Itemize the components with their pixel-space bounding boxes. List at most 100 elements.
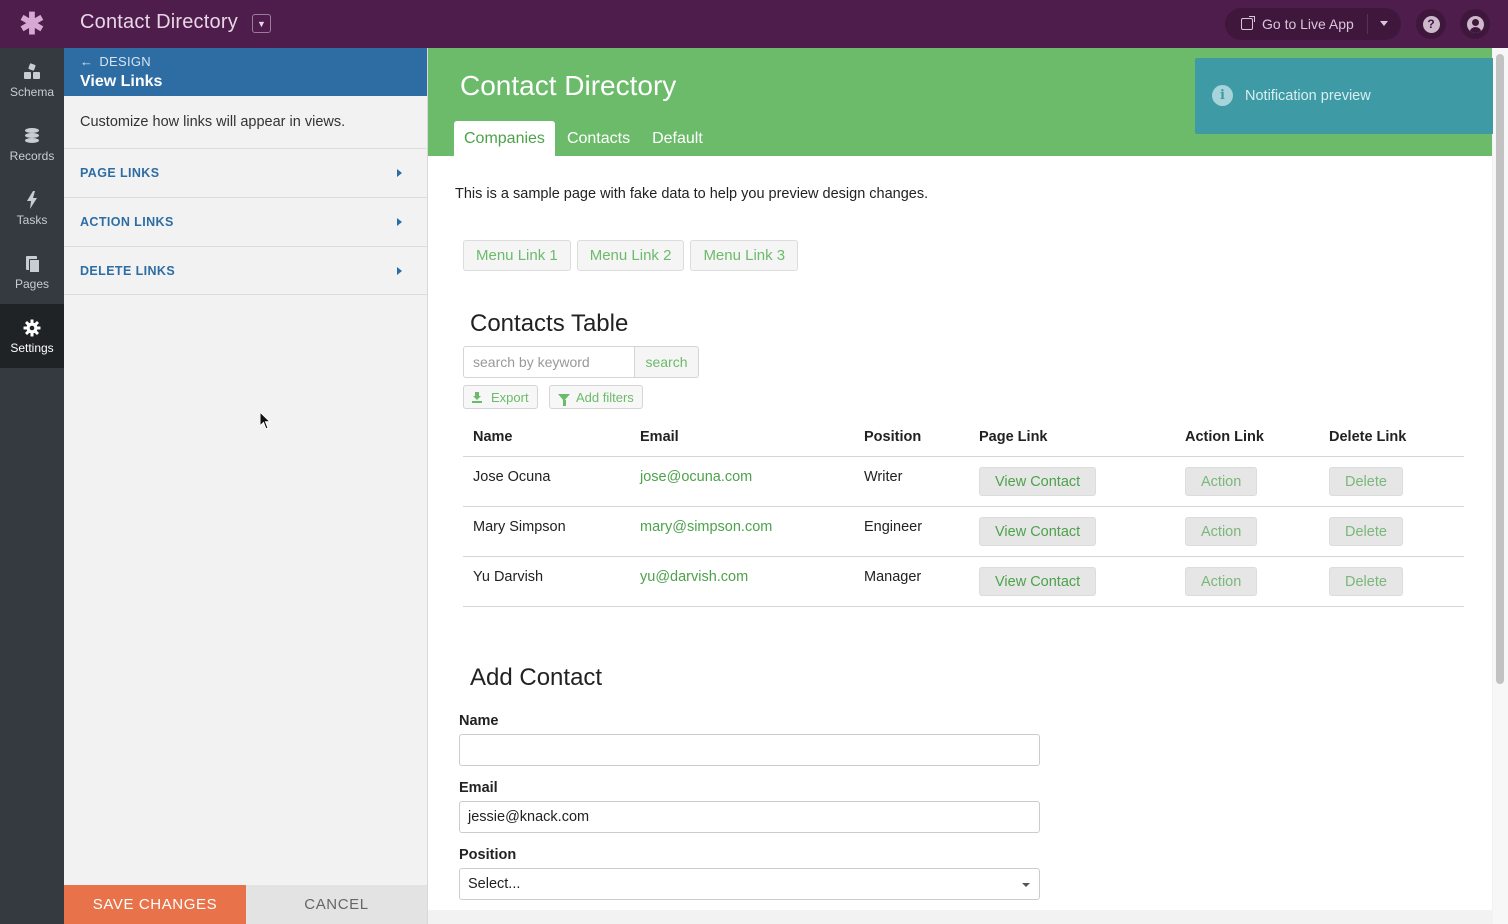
column-header-name[interactable]: Name: [463, 418, 630, 457]
save-changes-button[interactable]: SAVE CHANGES: [64, 885, 246, 924]
add-contact-title: Add Contact: [470, 664, 603, 691]
action-button[interactable]: Action: [1185, 516, 1258, 546]
position-select-value: Select...: [468, 876, 521, 892]
preview-scrollbar[interactable]: [1493, 48, 1508, 924]
add-filters-button[interactable]: Add filters: [549, 385, 643, 409]
live-app-dropdown-caret-icon[interactable]: [1380, 21, 1388, 26]
nav-item-tasks[interactable]: Tasks: [0, 176, 64, 240]
table-row: Jose Ocuna jose@ocuna.com Writer View Co…: [463, 456, 1464, 507]
delete-button[interactable]: Delete: [1329, 466, 1403, 496]
nav-item-label: Pages: [14, 276, 50, 291]
column-header-action-link: Action Link: [1175, 418, 1319, 457]
export-button[interactable]: Export: [463, 385, 538, 409]
section-label: ACTION LINKS: [80, 215, 174, 229]
help-icon: ?: [1422, 15, 1440, 33]
nav-item-settings[interactable]: Settings: [0, 304, 64, 368]
menu-link-2[interactable]: Menu Link 2: [576, 240, 685, 271]
cell-action-link: Action: [1175, 556, 1319, 607]
nav-item-records[interactable]: Records: [0, 112, 64, 176]
info-icon: i: [1212, 85, 1233, 106]
gear-icon: [23, 318, 41, 338]
search-button[interactable]: search: [634, 346, 699, 378]
cell-page-link: View Contact: [969, 556, 1175, 607]
chevron-down-icon: [1022, 883, 1030, 887]
cancel-button[interactable]: CANCEL: [246, 885, 427, 924]
section-label: DELETE LINKS: [80, 264, 176, 278]
menu-link-1[interactable]: Menu Link 1: [463, 240, 571, 271]
user-icon: [1466, 15, 1484, 33]
pages-icon: [25, 254, 40, 274]
schema-icon: [23, 62, 41, 82]
go-to-live-app-button[interactable]: Go to Live App: [1225, 8, 1401, 40]
left-nav: Schema Records Tasks Pages Settings: [0, 48, 64, 924]
menu-link-3[interactable]: Menu Link 3: [690, 240, 799, 271]
contacts-table: Name Email Position Page Link Action Lin…: [463, 418, 1464, 607]
position-select[interactable]: Select...: [459, 868, 1040, 900]
tab-default[interactable]: Default: [652, 129, 703, 147]
caret-right-icon: [397, 218, 402, 226]
sample-page-notice: This is a sample page with fake data to …: [455, 186, 929, 202]
nav-item-label: Settings: [10, 340, 54, 355]
panel-description: Customize how links will appear in views…: [80, 114, 346, 130]
action-button[interactable]: Action: [1185, 566, 1258, 596]
delete-button[interactable]: Delete: [1329, 516, 1403, 546]
section-action-links[interactable]: ACTION LINKS: [64, 197, 427, 246]
app-logo-icon[interactable]: ✱: [19, 7, 45, 41]
email-field[interactable]: jessie@knack.com: [459, 801, 1040, 833]
preview-app-name: Contact Directory: [460, 70, 677, 101]
menu-links: Menu Link 1 Menu Link 2 Menu Link 3: [463, 240, 804, 271]
cell-name: Jose Ocuna: [463, 456, 630, 507]
section-delete-links[interactable]: DELETE LINKS: [64, 246, 427, 295]
app-switcher-chevron-down-icon[interactable]: ▼: [252, 14, 271, 33]
cell-email-link[interactable]: jose@ocuna.com: [630, 456, 854, 507]
view-contact-button[interactable]: View Contact: [979, 516, 1097, 546]
external-link-icon: [1241, 16, 1255, 30]
nav-item-schema[interactable]: Schema: [0, 48, 64, 112]
lightning-icon: [26, 190, 38, 210]
cell-delete-link: Delete: [1319, 556, 1464, 607]
preview-tabs: Companies Contacts Default: [454, 121, 715, 156]
cell-position: Engineer: [854, 506, 969, 557]
go-to-live-app-label: Go to Live App: [1262, 16, 1354, 32]
delete-button[interactable]: Delete: [1329, 566, 1403, 596]
cell-action-link: Action: [1175, 506, 1319, 557]
view-contact-button[interactable]: View Contact: [979, 466, 1097, 496]
section-page-links[interactable]: PAGE LINKS: [64, 148, 427, 197]
design-preview: Contact Directory Companies Contacts Def…: [428, 48, 1492, 910]
back-to-design-link[interactable]: ← DESIGN: [80, 54, 151, 69]
column-header-page-link: Page Link: [969, 418, 1175, 457]
nav-item-label: Schema: [9, 84, 55, 99]
search-input[interactable]: search by keyword: [463, 346, 635, 378]
caret-right-icon: [397, 267, 402, 275]
cell-email-link[interactable]: mary@simpson.com: [630, 506, 854, 557]
tab-contacts[interactable]: Contacts: [566, 129, 631, 147]
name-field[interactable]: [459, 734, 1040, 766]
column-header-email[interactable]: Email: [630, 418, 854, 457]
notification-toast[interactable]: i Notification preview: [1195, 58, 1494, 134]
table-row: Mary Simpson mary@simpson.com Engineer V…: [463, 506, 1464, 557]
cell-name: Mary Simpson: [463, 506, 630, 557]
column-header-delete-link: Delete Link: [1319, 418, 1464, 457]
nav-item-pages[interactable]: Pages: [0, 240, 64, 304]
action-button[interactable]: Action: [1185, 466, 1258, 496]
cell-page-link: View Contact: [969, 456, 1175, 507]
panel-title: View Links: [80, 73, 163, 90]
download-icon: [472, 391, 482, 403]
column-header-position[interactable]: Position: [854, 418, 969, 457]
tab-companies[interactable]: Companies: [454, 121, 555, 156]
account-button[interactable]: [1460, 9, 1490, 39]
back-label: DESIGN: [99, 54, 151, 69]
panel-footer: SAVE CHANGES CANCEL: [64, 885, 427, 924]
help-button[interactable]: ?: [1416, 9, 1446, 39]
panel-header: ← DESIGN View Links: [64, 48, 427, 96]
view-contact-button[interactable]: View Contact: [979, 566, 1097, 596]
export-label: Export: [491, 389, 529, 405]
notification-text: Notification preview: [1245, 88, 1371, 104]
database-icon: [25, 126, 39, 146]
name-field-label: Name: [459, 713, 499, 729]
add-filters-label: Add filters: [576, 389, 634, 405]
arrow-left-icon: ←: [80, 54, 94, 69]
scrollbar-thumb[interactable]: [1496, 54, 1504, 684]
cell-delete-link: Delete: [1319, 506, 1464, 557]
cell-email-link[interactable]: yu@darvish.com: [630, 556, 854, 607]
